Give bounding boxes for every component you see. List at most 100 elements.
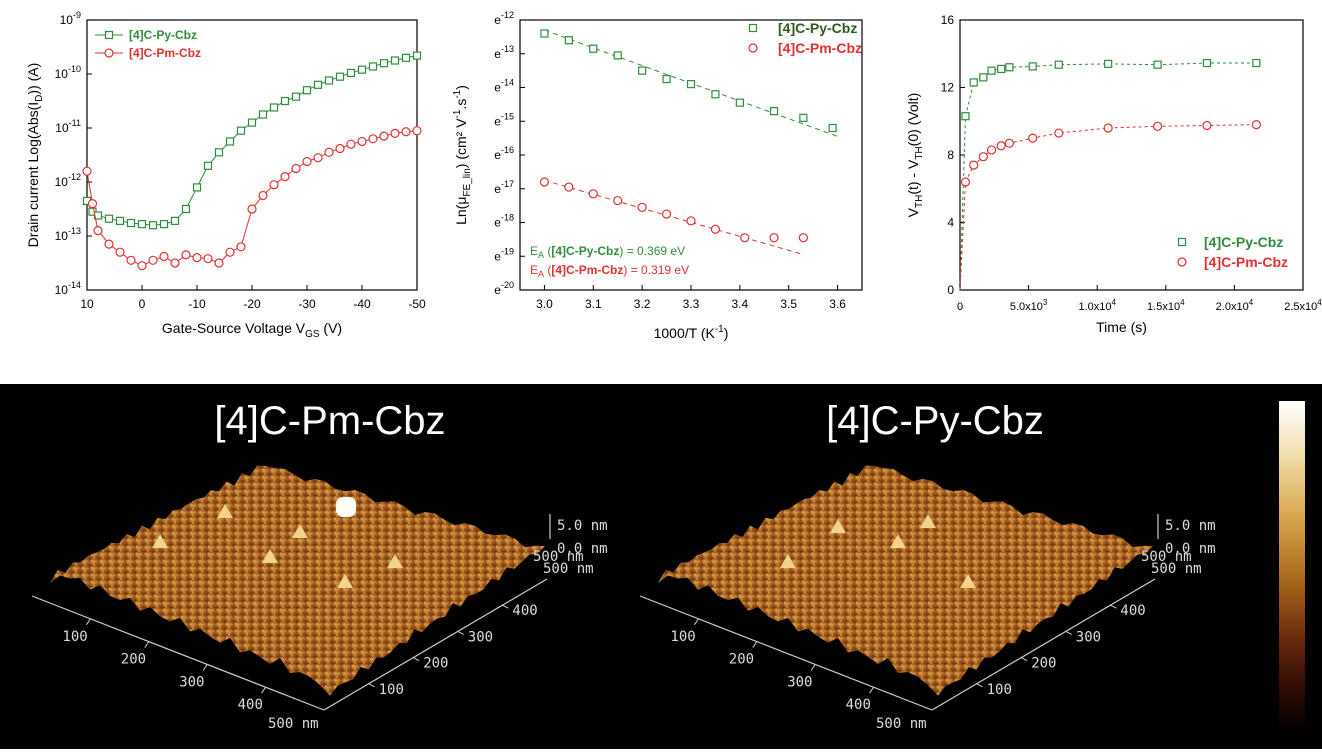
data-point (662, 74, 671, 84)
data-point (203, 254, 213, 264)
y-tick-label: 100 (987, 682, 1012, 698)
data-point (159, 220, 169, 229)
x-tick-label: 1.0x104 (1078, 298, 1116, 313)
data-point (324, 147, 334, 157)
data-point (137, 261, 147, 271)
data-point (269, 103, 279, 112)
y-tick-label: 10-9 (60, 10, 81, 27)
data-point (390, 56, 400, 65)
data-point (379, 131, 389, 141)
x-tick (85, 618, 91, 626)
chart-threshold: 0 5.0x103 1.0x104 1.5x104 2.0x104 2.5x104 0 4 8 1… (905, 13, 1322, 335)
data-point (302, 156, 312, 167)
data-point (368, 62, 378, 71)
x-tick-label: 100 (62, 629, 87, 645)
x-tick-label: 300 (179, 674, 204, 690)
x-tick-label: 400 (846, 697, 871, 713)
data-point (769, 107, 779, 116)
data-point (637, 202, 647, 212)
x-tick-label: -50 (408, 297, 426, 311)
x-axis-label: 1000/T (K-1) (654, 324, 729, 341)
afm-right-title: [4]C-Py-Cbz (826, 399, 1044, 443)
surface-peak (152, 534, 168, 548)
y-axis-label: Drain current Log(Abs(ID)) (A) (25, 63, 45, 248)
data-point (280, 172, 290, 182)
x-tick-label: 3.2 (634, 297, 651, 311)
y-tick-label: e-15 (494, 111, 514, 128)
y-edge-label: 500 nm (1151, 561, 1202, 577)
data-point (291, 163, 301, 174)
x-tick-label: 3.1 (585, 297, 602, 311)
y-tick (502, 604, 509, 609)
data-point (313, 80, 323, 89)
x-tick-label: 200 (729, 652, 754, 668)
y-tick-label: 10-10 (55, 64, 81, 81)
x-tick-label: 0 (957, 301, 963, 313)
y-tick-label: 4 (947, 216, 954, 230)
y-tick-label: e-14 (494, 78, 514, 95)
y-tick-label: 300 (468, 629, 493, 645)
x-tick-label: -10 (188, 297, 206, 311)
x-tick (261, 686, 267, 694)
y-axis (931, 578, 1156, 711)
legend-marker (748, 43, 758, 53)
data-point (986, 145, 997, 155)
x-tick-label: 0 (139, 297, 146, 311)
y-edge-label: 500 nm (533, 549, 584, 565)
fit-annotation: EA ([4]C-Py-Cbz) = 0.369 eV (530, 244, 685, 260)
data-point (181, 204, 191, 214)
y-tick-label: 12 (941, 81, 955, 95)
data-point (1202, 120, 1212, 131)
data-point (740, 233, 750, 243)
data-point (969, 78, 978, 87)
x-tick-label: 200 (121, 652, 146, 668)
legend-marker (748, 23, 758, 33)
data-point (564, 36, 573, 45)
data-point (225, 247, 235, 257)
chart-transfer: 10 0 -10 -20 -30 -40 -50 10-14 10-13 10-12 10-11 10… (25, 10, 426, 340)
data-point (686, 216, 696, 226)
x-tick (869, 686, 875, 694)
data-point (82, 166, 92, 176)
data-point (192, 253, 202, 263)
data-point (828, 123, 837, 133)
legend-marker (104, 30, 114, 40)
surface-peak (217, 504, 233, 518)
y-tick-label: 200 (423, 656, 448, 672)
y-tick-label: 16 (941, 13, 955, 27)
data-point (214, 148, 224, 157)
x-tick-label: 3.5 (780, 297, 797, 311)
data-point (1251, 120, 1261, 130)
data-point (978, 152, 988, 162)
y-tick-label: e-17 (494, 179, 514, 196)
afm-images: [4]C-Pm-Cbz [4]C-Py-Cbz 100 200 300 400 500 … (31, 399, 1305, 732)
data-point (1104, 59, 1113, 68)
data-point (735, 98, 744, 107)
y-tick-label: 10-12 (55, 172, 81, 189)
legend-marker (1177, 257, 1187, 267)
y-axis-label: Ln(μFE_lin) (cm² V-1.s-1) (452, 85, 473, 225)
surface-peak (960, 574, 976, 588)
data-point (379, 59, 389, 68)
z-zero-label: 0.0 nm (1165, 541, 1216, 557)
data-point (346, 68, 356, 78)
surface-peak (780, 554, 796, 568)
legend-label: [4]C-Pm-Cbz (129, 46, 201, 60)
y-tick-label: e-20 (494, 280, 514, 297)
x-tick (810, 664, 816, 671)
data-point (159, 251, 169, 262)
legend-label: [4]C-Py-Cbz (1204, 234, 1283, 250)
data-point (280, 96, 290, 106)
data-point (979, 73, 988, 82)
data-point (87, 199, 98, 209)
data-point (710, 224, 721, 234)
y-tick-label: e-12 (494, 10, 514, 27)
data-point (564, 182, 574, 192)
data-point (258, 110, 268, 119)
data-point (258, 190, 268, 201)
data-point (126, 218, 136, 228)
data-point (661, 209, 672, 219)
y-tick (412, 657, 420, 662)
